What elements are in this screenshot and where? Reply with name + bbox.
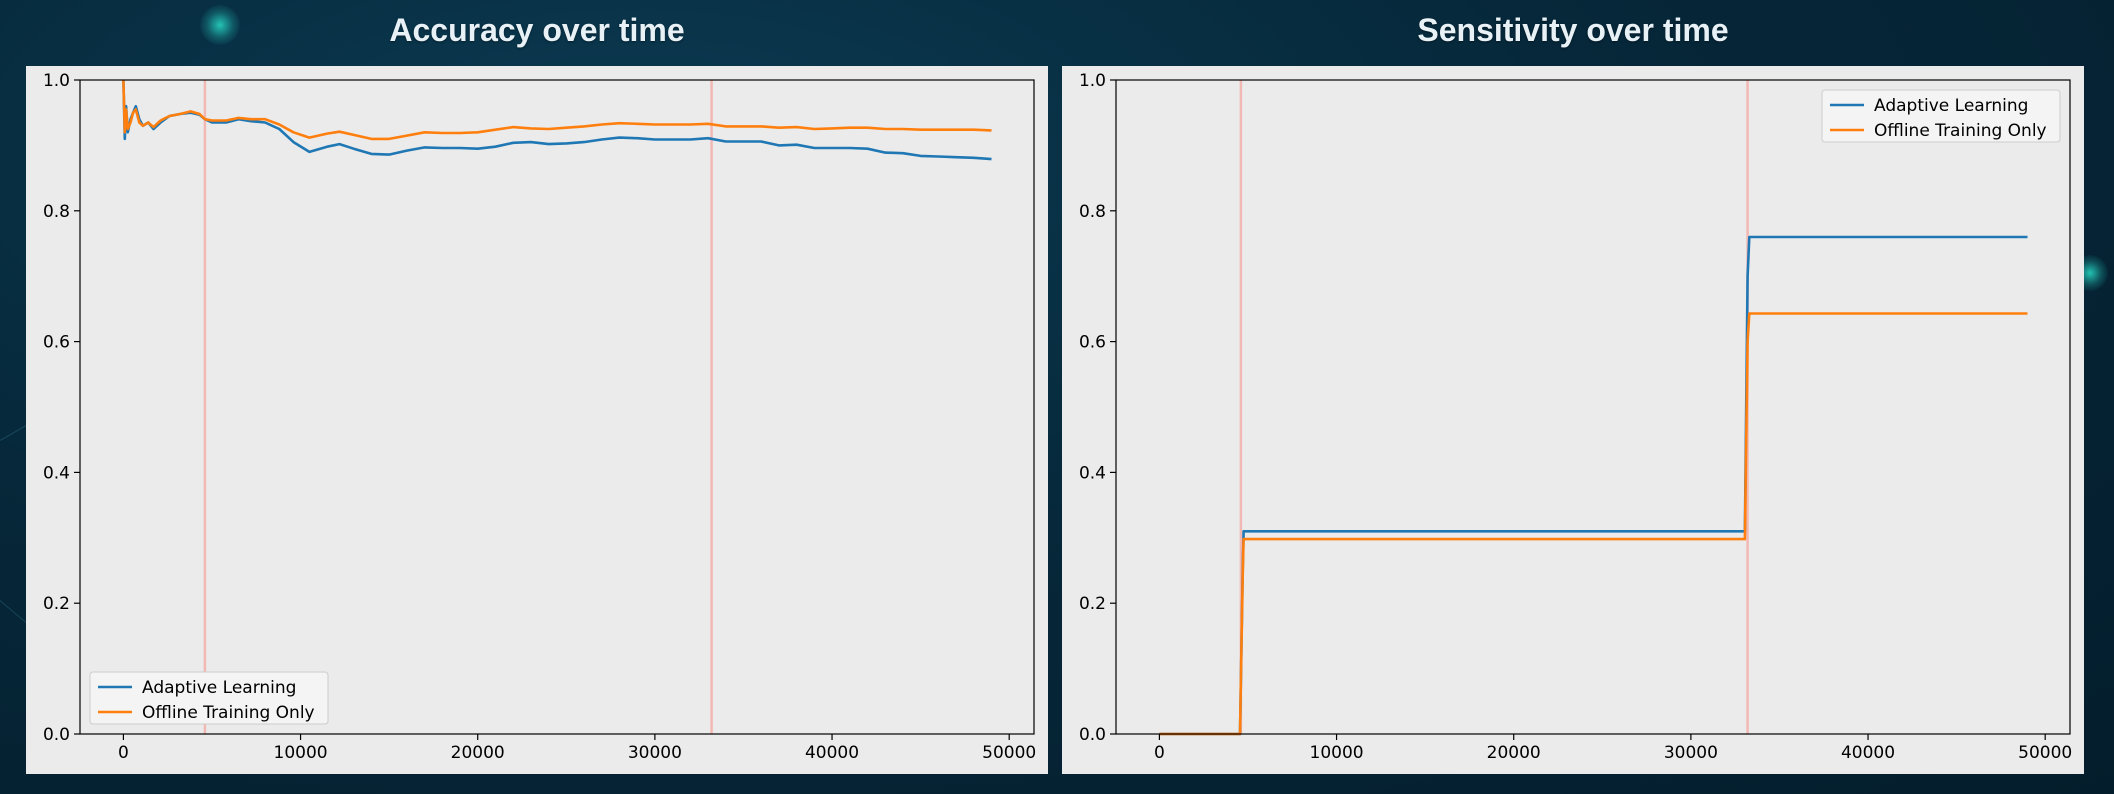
chart-title: Sensitivity over time: [1417, 12, 1729, 48]
y-tick-label: 0.2: [43, 594, 70, 614]
x-tick-label: 20000: [451, 743, 505, 763]
y-tick-label: 0.4: [43, 463, 70, 483]
series-line: [1159, 312, 2028, 736]
y-tick-label: 0.0: [1079, 725, 1106, 745]
y-tick-label: 0.2: [1079, 594, 1106, 614]
plot-frame: [79, 79, 1035, 735]
y-tick-label: 0.6: [43, 333, 70, 353]
legend-label: Adaptive Learning: [1874, 96, 2028, 116]
series-line: [1159, 235, 2028, 736]
sensitivity-chart: 0 10000 20000 30000 40000 50000 0.0 0.2 0.4 0.6 0.…: [1079, 71, 2072, 763]
legend-label: Offline Training Only: [1874, 121, 2047, 141]
x-tick-label: 30000: [628, 743, 682, 763]
x-tick-label: 10000: [1310, 743, 1364, 763]
y-tick-label: 0.8: [43, 202, 70, 222]
x-tick-label: 50000: [2018, 743, 2072, 763]
y-tick-label: 1.0: [43, 71, 70, 91]
y-tick-label: 0.0: [43, 725, 70, 745]
legend: Adaptive Learning Offline Training Only: [89, 671, 329, 725]
legend-label: Adaptive Learning: [142, 678, 296, 698]
series-line: [122, 79, 992, 141]
accuracy-chart: 0 10000 20000 30000 40000 50000 0.0 0.2 0.4 0.6 0.…: [43, 71, 1036, 763]
x-tick-label: 20000: [1487, 743, 1541, 763]
chart-title: Accuracy over time: [389, 12, 685, 48]
legend: Adaptive Learning Offline Training Only: [1821, 89, 2061, 143]
x-tick-label: 40000: [1841, 743, 1895, 763]
x-tick-label: 50000: [982, 743, 1036, 763]
y-tick-label: 0.4: [1079, 463, 1106, 483]
legend-label: Offline Training Only: [142, 703, 315, 723]
accuracy-chart-panel: 0 10000 20000 30000 40000 50000 0.0 0.2 0.4 0.6 0.…: [26, 66, 1048, 774]
y-tick-label: 0.8: [1079, 202, 1106, 222]
background-glow-dot: [200, 5, 240, 45]
legend-box: [1821, 89, 2061, 143]
x-tick-label: 10000: [274, 743, 328, 763]
x-tick-label: 30000: [1664, 743, 1718, 763]
y-tick-label: 1.0: [1079, 71, 1106, 91]
series-line: [122, 79, 992, 161]
plot-frame: [1115, 79, 2071, 735]
x-tick-label: 0: [118, 743, 129, 763]
x-tick-label: 0: [1154, 743, 1165, 763]
y-tick-label: 0.6: [1079, 333, 1106, 353]
x-tick-label: 40000: [805, 743, 859, 763]
legend-box: [89, 671, 329, 725]
sensitivity-chart-panel: 0 10000 20000 30000 40000 50000 0.0 0.2 0.4 0.6 0.…: [1062, 66, 2084, 774]
